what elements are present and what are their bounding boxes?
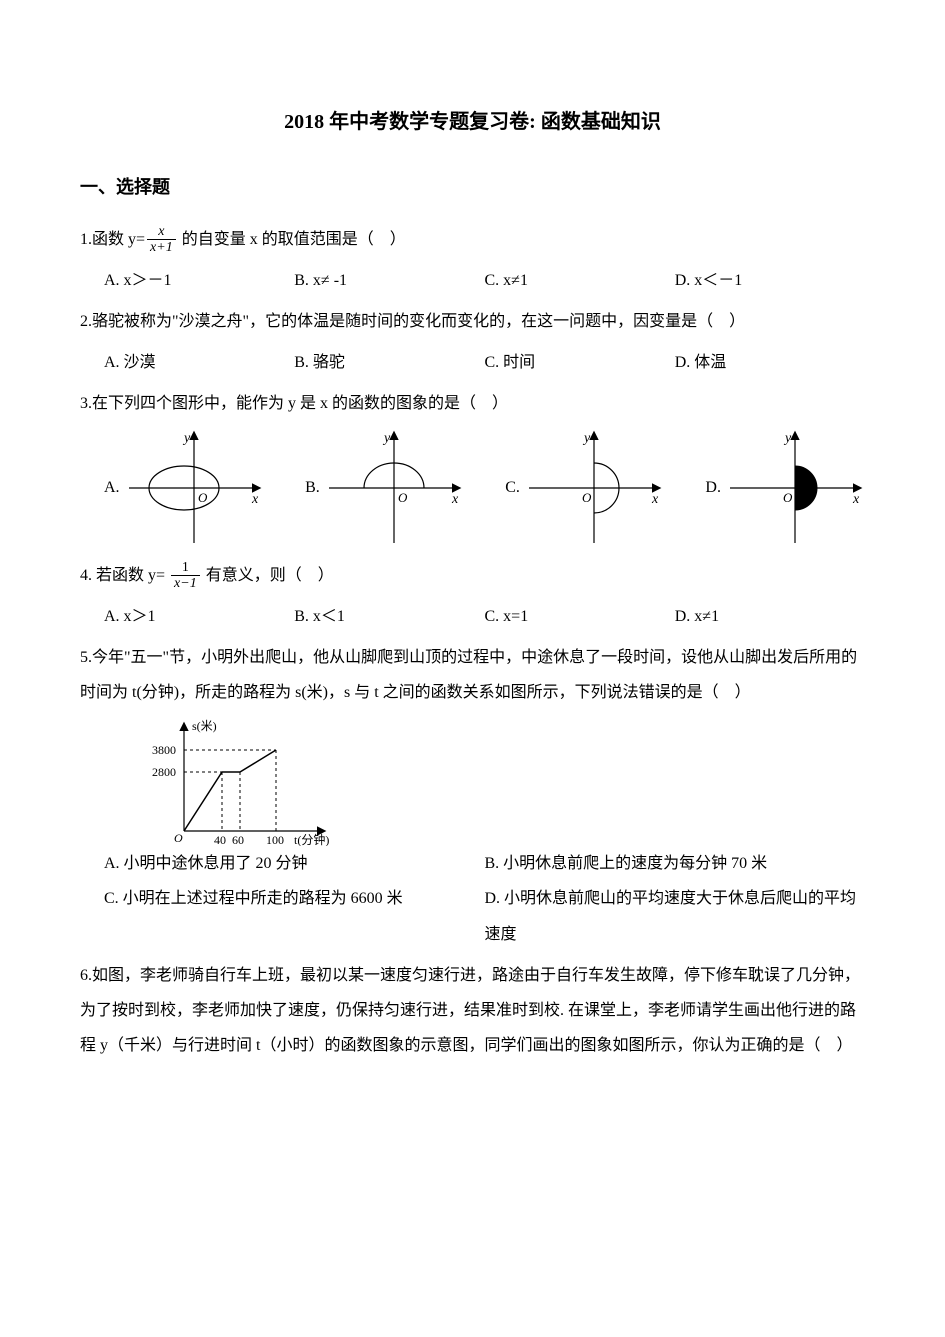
q1-option-a[interactable]: A. x＞－1 [104,263,294,298]
question-1: 1.函数 y=xx+1 的自变量 x 的取值范围是（ ） [80,222,865,257]
axes-diagram-icon: y x O [124,428,264,548]
q2-options: A. 沙漠 B. 骆驼 C. 时间 D. 体温 [80,345,865,380]
axis-y-label: y [182,431,191,446]
q1-frac-den: x+1 [147,240,176,255]
q3-graph-b[interactable]: B. y x O [305,428,464,548]
q1-option-c[interactable]: C. x≠1 [485,263,675,298]
svg-text:O: O [398,490,408,505]
axes-diagram-icon: y x O [324,428,464,548]
q4-option-a[interactable]: A. x＞1 [104,599,294,634]
q4-stem-b: 有意义，则（ ） [202,567,334,584]
q5-option-c[interactable]: C. 小明在上述过程中所走的路程为 6600 米 [104,881,485,951]
q3-label-d: D. [705,470,721,505]
q1-fraction: xx+1 [147,224,176,256]
q2-option-b[interactable]: B. 骆驼 [294,345,484,380]
svg-text:y: y [783,431,792,446]
q4-fraction: 1x−1 [171,560,200,592]
q3-graph-a[interactable]: A. y x O [104,428,264,548]
svg-text:y: y [582,431,591,446]
q4-frac-num: 1 [171,560,200,576]
q2-option-c[interactable]: C. 时间 [485,345,675,380]
q5-option-b[interactable]: B. 小明休息前爬上的速度为每分钟 70 米 [485,846,866,881]
q5-graph: s(米) t(分钟) O 3800 2800 40 60 100 [144,716,334,846]
q1-option-d[interactable]: D. x＜－1 [675,263,865,298]
q5-option-d[interactable]: D. 小明休息前爬山的平均速度大于休息后爬山的平均速度 [485,881,866,951]
q4-option-d[interactable]: D. x≠1 [675,599,865,634]
q1-option-b[interactable]: B. x≠ -1 [294,263,484,298]
q3-graph-d[interactable]: D. y x O [705,428,865,548]
svg-text:y: y [382,431,391,446]
q3-label-c: C. [505,470,520,505]
q4-frac-den: x−1 [171,576,200,591]
question-5: 5.今年"五一"节，小明外出爬山，他从山脚爬到山顶的过程中，中途休息了一段时间，… [80,640,865,710]
q4-option-b[interactable]: B. x＜1 [294,599,484,634]
origin-label: O [198,490,208,505]
q3-label-b: B. [305,470,320,505]
section-heading: 一、选择题 [80,168,865,208]
svg-text:x: x [852,492,860,507]
q5-x-60: 60 [232,833,244,846]
q4-option-c[interactable]: C. x=1 [485,599,675,634]
q2-option-a[interactable]: A. 沙漠 [104,345,294,380]
q4-stem-a: 4. 若函数 y= [80,567,169,584]
svg-text:O: O [582,490,592,505]
q5-x-100: 100 [266,833,284,846]
axes-diagram-icon: y x O [524,428,664,548]
q1-options: A. x＞－1 B. x≠ -1 C. x≠1 D. x＜－1 [80,263,865,298]
q3-graph-c[interactable]: C. y x O [505,428,664,548]
q1-stem-a: 1.函数 y= [80,231,145,248]
question-3: 3.在下列四个图形中，能作为 y 是 x 的函数的图象的是（ ） [80,386,865,421]
svg-text:O: O [783,490,793,505]
q5-option-a[interactable]: A. 小明中途休息用了 20 分钟 [104,846,485,881]
q5-y-3800: 3800 [152,743,176,757]
question-4: 4. 若函数 y= 1x−1 有意义，则（ ） [80,558,865,593]
q3-graphs: A. y x O B. y x O C. y [80,428,865,548]
question-2: 2.骆驼被称为"沙漠之舟"，它的体温是随时间的变化而变化的，在这一问题中，因变量… [80,304,865,339]
q5-origin: O [174,831,183,845]
axes-diagram-icon: y x O [725,428,865,548]
axis-x-label: x [251,492,259,507]
q4-options: A. x＞1 B. x＜1 C. x=1 D. x≠1 [80,599,865,634]
question-6: 6.如图，李老师骑自行车上班，最初以某一速度匀速行进，路途由于自行车发生故障，停… [80,958,865,1064]
q5-x-40: 40 [214,833,226,846]
q5-options: A. 小明中途休息用了 20 分钟 B. 小明休息前爬上的速度为每分钟 70 米… [80,846,865,952]
q5-y-2800: 2800 [152,765,176,779]
q5-ylab: s(米) [192,719,217,733]
q3-label-a: A. [104,470,120,505]
q2-option-d[interactable]: D. 体温 [675,345,865,380]
q5-xlab: t(分钟) [294,832,329,846]
svg-text:x: x [451,492,459,507]
svg-text:x: x [651,492,659,507]
q1-frac-num: x [147,224,176,240]
q1-stem-b: 的自变量 x 的取值范围是（ ） [178,231,406,248]
page-title: 2018 年中考数学专题复习卷: 函数基础知识 [80,100,865,144]
